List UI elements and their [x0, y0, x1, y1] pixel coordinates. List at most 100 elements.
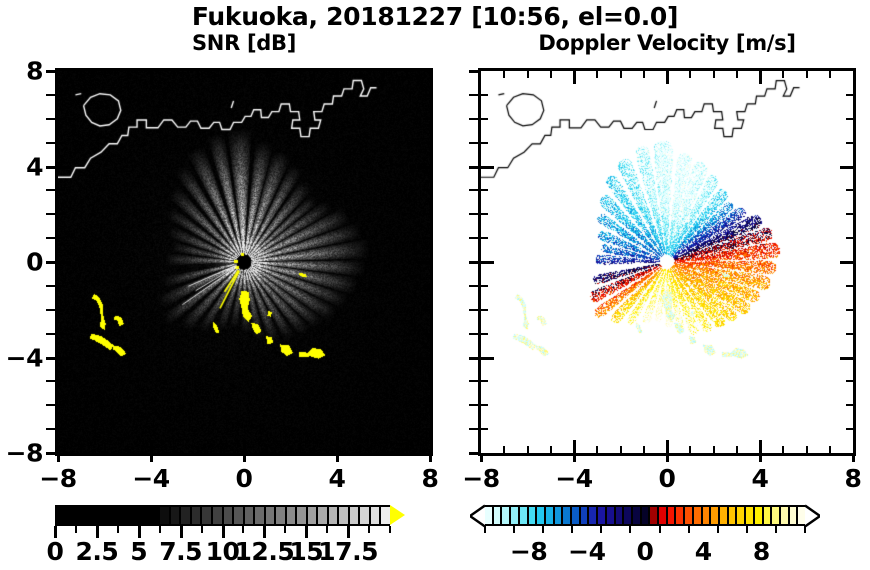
snr-colorbar-tick	[284, 526, 287, 533]
snr-ytick-left-0	[58, 260, 71, 264]
snr-ytick-out-6	[46, 118, 55, 120]
doppler-ytick-right-0	[840, 260, 853, 264]
snr-colorbar-segment-21	[276, 507, 287, 524]
doppler-xtick-top--5	[550, 71, 552, 78]
snr-ytick-right-7	[423, 94, 430, 96]
snr-ytick-right--1	[423, 285, 430, 287]
doppler-colorbar-segment-16	[624, 507, 633, 524]
doppler-ytick-right-7	[846, 94, 853, 96]
doppler-colorbar-segment-14	[606, 507, 616, 524]
doppler-colorbar-segment-27	[719, 507, 729, 524]
doppler-colorbar-gradient	[485, 505, 806, 526]
doppler-colorbar-segment-11	[580, 507, 590, 524]
snr-xtick-bottom-0	[242, 440, 246, 453]
snr-colorbar-segment-4	[97, 507, 108, 524]
doppler-colorbar-segment-19	[650, 507, 660, 524]
snr-radar-plot[interactable]	[55, 68, 433, 456]
snr-colorbar-segment-25	[318, 507, 329, 524]
snr-ytick-right-5	[423, 142, 430, 144]
doppler-colorbar-segment-18	[641, 507, 651, 524]
doppler-colorbar-segment-35	[789, 507, 799, 524]
snr-xtick-top-5	[359, 71, 361, 78]
snr-ytick-out--1	[46, 285, 55, 287]
snr-ytick-out-1	[46, 237, 55, 239]
snr-colorbar[interactable]	[55, 505, 405, 526]
snr-colorbar-label-6: 15	[289, 537, 324, 566]
doppler-colorbar-segment-4	[519, 507, 529, 524]
snr-xtick-bottom-1	[266, 446, 268, 453]
doppler-ytick-left--7	[481, 428, 488, 430]
snr-colorbar-label-5: 12.5	[234, 537, 295, 566]
snr-ytick-left-6	[58, 118, 65, 120]
doppler-ytick-right-2	[846, 213, 853, 215]
page-title: Fukuoka, 20181227 [10:56, el=0.0]	[191, 2, 679, 31]
snr-colorbar-tick	[158, 526, 161, 533]
snr-colorbar-extend-max-arrow	[390, 505, 405, 525]
doppler-colorbar-segment-20	[659, 507, 668, 524]
snr-colorbar-tick	[368, 526, 371, 533]
snr-ytick-right-3	[423, 189, 430, 191]
snr-yaxis-label-1: 4	[26, 152, 43, 182]
snr-colorbar-tick	[242, 526, 245, 533]
snr-ytick-left-7	[58, 94, 65, 96]
snr-ytick-right--7	[423, 428, 430, 430]
doppler-ytick-left--5	[481, 380, 488, 382]
doppler-ytick-left-5	[481, 142, 488, 144]
snr-colorbar-gradient	[55, 505, 390, 526]
snr-colorbar-tick	[54, 526, 57, 538]
doppler-ytick-left--3	[481, 333, 488, 335]
doppler-ytick-out--2	[469, 309, 478, 311]
doppler-ytick-right--5	[846, 380, 853, 382]
doppler-ytick-right--2	[846, 309, 853, 311]
doppler-xtick-bottom--7	[503, 446, 505, 453]
doppler-colorbar-segment-5	[528, 507, 538, 524]
snr-ytick-right--2	[423, 309, 430, 311]
snr-colorbar-label-0: 0	[46, 537, 64, 566]
snr-colorbar-segment-11	[170, 507, 182, 524]
doppler-ytick-left--2	[481, 309, 488, 311]
snr-colorbar-tick	[137, 526, 141, 538]
snr-colorbar-segment-31	[381, 507, 390, 524]
snr-colorbar-tick	[116, 526, 119, 533]
snr-xtick-out-8	[428, 453, 432, 462]
snr-xtick-bottom--6	[104, 446, 106, 453]
doppler-colorbar-segment-33	[772, 507, 781, 524]
snr-ytick-out--7	[46, 428, 55, 430]
doppler-ytick-right--4	[840, 356, 853, 360]
snr-colorbar-segment-28	[349, 507, 361, 524]
doppler-ytick-left-1	[481, 237, 488, 239]
doppler-ytick-left-4	[481, 165, 494, 169]
doppler-radar-plot[interactable]	[478, 68, 856, 456]
snr-xtick-top-1	[266, 71, 268, 78]
doppler-colorbar-segment-2	[502, 507, 512, 524]
doppler-xtick-bottom-0	[665, 440, 669, 453]
snr-colorbar-tick	[95, 526, 99, 538]
snr-ytick-out-5	[46, 142, 55, 144]
doppler-colorbar-segment-21	[667, 507, 677, 524]
doppler-xaxis-label-3: 4	[751, 464, 769, 493]
snr-xtick-out--8	[56, 453, 60, 462]
doppler-colorbar[interactable]	[470, 505, 820, 526]
snr-colorbar-segment-7	[128, 507, 140, 524]
doppler-xtick-bottom--5	[550, 446, 552, 453]
snr-ytick-right-6	[423, 118, 430, 120]
snr-colorbar-label-3: 7.5	[159, 537, 203, 566]
snr-colorbar-label-1: 2.5	[75, 537, 119, 566]
doppler-xtick-bottom-7	[829, 446, 831, 453]
snr-xtick-bottom--5	[127, 446, 129, 453]
snr-ytick-left-5	[58, 142, 65, 144]
snr-xtick-bottom-5	[359, 446, 361, 453]
doppler-ytick-left--6	[481, 404, 488, 406]
snr-colorbar-segment-5	[107, 507, 119, 524]
doppler-xaxis-label-4: 8	[844, 464, 862, 493]
snr-ytick-left--5	[58, 380, 65, 382]
doppler-xtick-top-3	[736, 71, 738, 78]
snr-colorbar-segment-17	[234, 507, 245, 524]
snr-colorbar-segment-19	[255, 507, 266, 524]
snr-colorbar-segment-13	[191, 507, 203, 524]
doppler-ytick-out-3	[469, 189, 478, 191]
snr-ytick-left--6	[58, 404, 65, 406]
snr-xaxis-label-4: 8	[421, 464, 439, 493]
snr-xtick-out-0	[242, 453, 246, 462]
snr-colorbar-label-4: 10	[205, 537, 240, 566]
